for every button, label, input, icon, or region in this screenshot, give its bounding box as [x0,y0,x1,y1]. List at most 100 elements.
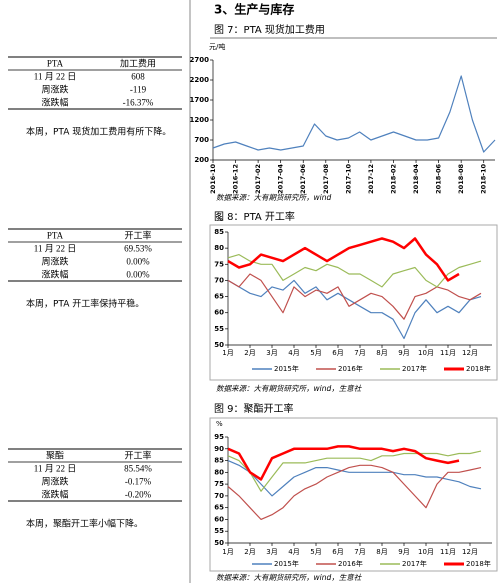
table-cell: -16.37% [123,98,154,108]
table-cell: -0.20% [125,490,152,500]
note: 本周，PTA 开工率保持平稳。 [26,298,144,310]
series-line [212,75,496,153]
y-tick-label: 200 [194,156,209,164]
chart-title: 图 9：聚酯开工率 [214,402,294,415]
table-cell: 69.53% [124,244,152,254]
table-header: PTA [47,59,64,69]
x-tick-label: 7月 [354,548,365,556]
series-line [227,464,482,520]
table-cell: 11 月 22 日 [34,464,76,474]
x-tick-label: 2018-10 [480,164,488,194]
note: 本周，聚酯开工率小幅下降。 [26,518,143,530]
y-tick-label: 75 [214,260,224,268]
x-tick-label: 2017-06 [299,164,307,194]
table-cell: 85.54% [124,464,152,474]
x-tick-label: 10月 [418,548,434,556]
y-tick-label: 700 [194,136,209,144]
table-header: PTA [47,231,64,241]
y-tick-label: 80 [214,244,224,252]
x-tick-label: 2017-04 [277,164,285,194]
x-tick-label: 2月 [244,548,255,556]
legend-label: 2017年 [402,559,427,568]
x-tick-label: 11月 [440,548,456,556]
table-header: 开工率 [124,230,151,241]
table-cell: 11 月 22 日 [34,244,76,254]
x-tick-label: 2016-12 [232,164,240,194]
table-cell: 0.00% [126,270,150,280]
series-line [227,445,460,481]
section-heading: 3、生产与库存 [214,2,294,17]
y-tick-label: 2200 [190,76,210,84]
series-line [227,237,460,282]
x-tick-label: 9月 [398,349,409,357]
table-cell: 周涨跌 [41,85,68,95]
y-tick-label: 85 [214,457,224,465]
table-cell: 0.00% [126,257,150,267]
legend-label: 2015年 [274,559,299,568]
x-tick-label: 2017-08 [322,164,330,194]
y-tick-label: 90 [214,445,224,453]
table-header: 开工率 [124,450,151,461]
x-tick-label: 2016-10 [209,164,217,194]
y-tick-label: 65 [214,293,224,301]
x-tick-label: 8月 [376,548,387,556]
x-tick-label: 3月 [266,349,277,357]
source-note: 数据来源：大有期货研究所，wind [216,193,331,202]
y-tick-label: 75 [214,480,224,488]
x-tick-label: 3月 [266,548,277,556]
y-tick-label: 70 [214,276,224,284]
legend-label: 2016年 [338,559,363,568]
series-line [227,254,482,288]
y-tick-label: 50 [214,539,224,547]
y-tick-label: 85 [214,228,224,236]
y-tick-label: 50 [214,341,224,349]
x-tick-label: 4月 [288,548,299,556]
x-tick-label: 12月 [462,548,478,556]
chart-frame [209,224,498,381]
chart-title: 图 8：PTA 开工率 [214,210,295,223]
x-tick-label: 2018-08 [457,164,465,194]
source-note: 数据来源：大有期货研究所，wind，生意社 [216,573,363,582]
table-header: 加工费用 [120,58,156,69]
legend-label: 2016年 [338,364,363,373]
y-tick-label: 1700 [190,96,210,104]
legend-label: 2015年 [274,364,299,373]
table-header: 聚酯 [46,451,64,461]
table-cell: 608 [131,72,145,82]
table-cell: 11 月 22 日 [34,72,76,82]
x-tick-label: 2018-02 [389,164,397,194]
y-tick-label: 60 [214,309,224,317]
table-cell: 涨跌幅 [41,269,68,280]
x-tick-label: 6月 [332,349,343,357]
x-tick-label: 8月 [376,349,387,357]
legend-label: 2018年 [466,364,491,373]
chart-frame [209,417,498,572]
x-tick-label: 5月 [310,349,321,357]
table-cell: 涨跌幅 [41,97,68,108]
chart-title: 图 7：PTA 现货加工费用 [214,23,325,36]
y-unit: % [216,215,223,223]
y-tick-label: 70 [214,492,224,500]
x-tick-label: 10月 [418,349,434,357]
table-cell: -0.17% [125,477,152,487]
y-unit: 元/吨 [209,42,225,51]
x-tick-label: 2018-04 [412,164,420,194]
table-cell: 周涨跌 [41,257,68,267]
source-note: 数据来源：大有期货研究所，wind，生意社 [216,384,363,393]
x-tick-label: 4月 [288,349,299,357]
series-line [227,450,482,492]
x-tick-label: 1月 [222,349,233,357]
x-tick-label: 2月 [244,349,255,357]
x-tick-label: 9月 [398,548,409,556]
y-tick-label: 95 [214,433,224,441]
y-tick-label: 55 [214,527,224,535]
y-tick-label: 80 [214,468,224,476]
table-cell: 涨跌幅 [41,489,68,500]
y-unit: % [216,420,223,428]
x-tick-label: 2017-02 [254,164,262,194]
y-tick-label: 1200 [190,116,210,124]
y-tick-label: 2700 [190,56,210,64]
series-line [227,273,482,320]
x-tick-label: 6月 [332,548,343,556]
